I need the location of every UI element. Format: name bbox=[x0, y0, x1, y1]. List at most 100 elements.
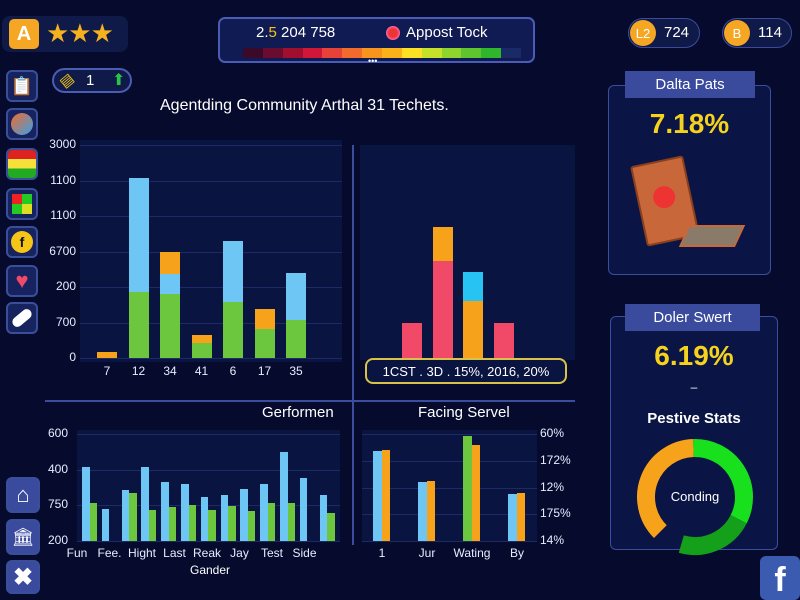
apps-icon[interactable] bbox=[6, 188, 38, 220]
chart2-label-box: 1CST . 3D . 15%, 2016, 20% bbox=[365, 358, 567, 384]
bar bbox=[168, 507, 177, 541]
coin-icon: L2 bbox=[630, 20, 656, 46]
bar bbox=[148, 509, 157, 541]
gridline bbox=[80, 251, 342, 253]
bar-segment bbox=[160, 251, 180, 274]
gridline bbox=[362, 514, 537, 516]
y-tick-label: 600 bbox=[47, 425, 68, 440]
x-tick-label: Fee. bbox=[97, 546, 122, 560]
card-title: Doler Swert bbox=[625, 304, 760, 331]
x-tick-label: Jay bbox=[230, 546, 249, 560]
chart4-bottom-rule bbox=[363, 597, 575, 598]
meter-segment bbox=[262, 48, 283, 58]
x-tick-label: Hight bbox=[127, 546, 156, 560]
tomato-icon bbox=[386, 26, 400, 40]
bar bbox=[101, 508, 110, 541]
y-tick-label: 700 bbox=[55, 314, 76, 329]
bar bbox=[299, 477, 308, 541]
rank-letter-badge: A bbox=[9, 19, 39, 49]
x-tick-label: 34 bbox=[163, 364, 177, 378]
bar bbox=[373, 451, 382, 541]
y-tick-label: 400 bbox=[47, 461, 68, 476]
y-tick-label: 6700 bbox=[49, 243, 76, 258]
heart-icon[interactable]: ♥ bbox=[6, 265, 38, 297]
divider-horizontal bbox=[45, 400, 575, 402]
meter-segment bbox=[501, 48, 522, 58]
x-tick-label: Fun bbox=[66, 546, 88, 560]
bar-segment bbox=[254, 328, 275, 358]
bar-segment bbox=[432, 226, 453, 261]
bar bbox=[471, 444, 480, 541]
y-tick-label: 60% bbox=[540, 426, 565, 440]
bar bbox=[418, 482, 427, 541]
score-value: 2.5 204 758 bbox=[256, 24, 335, 41]
panel-title: Appost Tock bbox=[406, 24, 488, 41]
gridline bbox=[362, 541, 537, 542]
clipboard-icon[interactable]: 📋 bbox=[6, 70, 38, 102]
score-highlight: 5 bbox=[268, 24, 277, 41]
y-tick-label: 14% bbox=[540, 533, 565, 547]
x-tick-label: 12 bbox=[131, 364, 146, 378]
level-pill[interactable] bbox=[52, 68, 132, 93]
bar bbox=[426, 480, 435, 541]
bar-segment bbox=[402, 322, 422, 358]
bar bbox=[161, 482, 169, 541]
toggle-icon[interactable] bbox=[6, 302, 38, 334]
bar-segment bbox=[223, 301, 243, 358]
meter-segment bbox=[322, 48, 343, 58]
x-tick-label: 1 bbox=[378, 546, 386, 560]
gauge-segment bbox=[693, 439, 753, 524]
bar bbox=[141, 467, 149, 541]
building-icon[interactable]: 🏛 bbox=[6, 519, 40, 555]
y-tick-label: 200 bbox=[47, 533, 68, 547]
coin-value: 114 bbox=[758, 24, 782, 41]
gridline bbox=[362, 434, 537, 435]
chart4-title: Facing Servel bbox=[418, 404, 510, 421]
bar bbox=[200, 496, 209, 541]
bar bbox=[381, 449, 390, 541]
meter-segment bbox=[481, 48, 502, 58]
card-subtitle: Pestive Stats bbox=[647, 410, 741, 427]
bar bbox=[228, 506, 236, 541]
more-dots[interactable]: ••• bbox=[368, 56, 378, 66]
bar-segment bbox=[128, 177, 149, 292]
y-tick-label: 12% bbox=[540, 479, 565, 494]
home-icon[interactable]: ⌂ bbox=[6, 477, 40, 513]
score-suffix: 204 758 bbox=[276, 24, 336, 41]
meter-segment bbox=[302, 48, 323, 58]
bar bbox=[463, 435, 472, 541]
close-icon[interactable]: ✖ bbox=[6, 560, 40, 594]
bar bbox=[516, 493, 525, 541]
meter-segment bbox=[382, 48, 402, 58]
card-value: 7.18% bbox=[649, 108, 730, 139]
facebook-coin-icon[interactable]: f bbox=[6, 226, 38, 258]
chart3-xlabel: Gander bbox=[190, 563, 231, 577]
facebook-icon[interactable]: f bbox=[760, 556, 800, 600]
y-tick-label: 200 bbox=[55, 279, 76, 293]
y-tick-label: 172% bbox=[540, 452, 571, 467]
bitcoin-icon: B bbox=[724, 20, 750, 46]
y-tick-label: 3000 bbox=[49, 137, 76, 151]
gridline bbox=[80, 358, 342, 359]
flag-icon[interactable] bbox=[6, 148, 38, 180]
bar-segment bbox=[286, 272, 306, 320]
bar bbox=[188, 504, 196, 541]
globe-icon[interactable] bbox=[6, 108, 38, 140]
divider-vertical bbox=[352, 145, 354, 545]
meter-segment bbox=[243, 48, 263, 58]
gridline bbox=[80, 322, 342, 324]
x-tick-label: 41 bbox=[194, 364, 209, 378]
gridline bbox=[80, 287, 342, 288]
gridline bbox=[77, 469, 340, 471]
bar-segment bbox=[223, 240, 243, 302]
meter-segment bbox=[441, 48, 462, 58]
meter-segment bbox=[362, 48, 383, 58]
meter-segment bbox=[282, 48, 303, 58]
x-tick-label: 17 bbox=[257, 364, 272, 378]
level-value: 1 bbox=[86, 72, 95, 89]
bar-segment bbox=[191, 335, 212, 344]
bar-segment bbox=[463, 301, 483, 358]
coin-value: 724 bbox=[664, 24, 690, 41]
score-prefix: 2. bbox=[256, 24, 269, 41]
meter-segment bbox=[421, 48, 442, 58]
